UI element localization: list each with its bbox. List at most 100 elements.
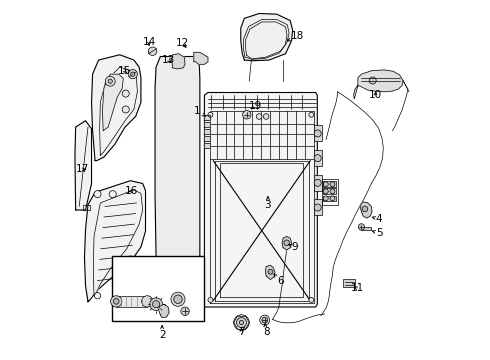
Circle shape (108, 79, 112, 83)
Polygon shape (361, 202, 372, 218)
Text: 6: 6 (274, 274, 284, 285)
Polygon shape (210, 111, 314, 303)
Circle shape (142, 296, 153, 307)
Bar (314, 175, 321, 190)
Circle shape (256, 114, 262, 119)
Polygon shape (204, 93, 318, 307)
Text: 12: 12 (175, 38, 189, 48)
Circle shape (111, 296, 122, 307)
Circle shape (237, 318, 246, 328)
Circle shape (268, 269, 273, 274)
Bar (112, 256, 204, 321)
Text: 10: 10 (369, 90, 382, 100)
Polygon shape (75, 121, 92, 210)
Circle shape (314, 179, 321, 186)
Circle shape (243, 111, 251, 119)
Text: 16: 16 (125, 186, 138, 196)
Polygon shape (358, 70, 403, 92)
Polygon shape (92, 55, 141, 161)
Text: 13: 13 (162, 55, 175, 65)
Circle shape (208, 297, 213, 302)
Polygon shape (84, 181, 146, 302)
Circle shape (152, 301, 160, 308)
Text: 1: 1 (194, 106, 206, 116)
Text: 11: 11 (350, 283, 364, 293)
Bar (322, 189, 336, 194)
Circle shape (314, 130, 321, 137)
Text: 4: 4 (372, 214, 382, 224)
Circle shape (330, 196, 335, 201)
Circle shape (234, 315, 249, 330)
Polygon shape (204, 143, 210, 148)
Bar (314, 150, 321, 166)
Circle shape (122, 90, 129, 97)
Bar (322, 181, 336, 187)
Polygon shape (172, 54, 185, 69)
Circle shape (330, 189, 335, 194)
Polygon shape (155, 57, 200, 262)
Circle shape (314, 204, 321, 211)
Circle shape (284, 240, 290, 246)
Polygon shape (83, 205, 90, 210)
Text: 9: 9 (289, 242, 298, 252)
Polygon shape (204, 122, 210, 127)
Polygon shape (282, 237, 292, 250)
Circle shape (330, 182, 335, 187)
Text: 8: 8 (263, 324, 270, 337)
Circle shape (109, 190, 116, 198)
Text: 17: 17 (75, 165, 89, 174)
Polygon shape (99, 67, 137, 155)
Text: 14: 14 (143, 37, 156, 47)
Circle shape (323, 189, 328, 194)
Circle shape (358, 224, 365, 230)
Circle shape (314, 154, 321, 162)
Polygon shape (266, 265, 275, 279)
Circle shape (208, 112, 213, 117)
Circle shape (105, 76, 115, 86)
Bar (314, 125, 321, 141)
Text: 5: 5 (372, 228, 382, 238)
Circle shape (323, 182, 328, 187)
Circle shape (95, 293, 101, 299)
Polygon shape (241, 13, 293, 61)
Circle shape (148, 47, 157, 55)
Circle shape (131, 72, 135, 76)
Text: 15: 15 (118, 66, 131, 76)
Circle shape (181, 307, 189, 315)
Circle shape (309, 112, 314, 117)
Polygon shape (204, 115, 210, 120)
Bar (361, 226, 370, 230)
Circle shape (122, 106, 129, 113)
Bar (343, 279, 355, 287)
Polygon shape (194, 52, 208, 64)
Bar (116, 296, 147, 307)
Polygon shape (102, 74, 123, 131)
Circle shape (113, 298, 119, 304)
Circle shape (262, 317, 268, 323)
Polygon shape (93, 190, 143, 294)
Polygon shape (204, 129, 210, 134)
Bar (314, 199, 321, 215)
Text: 2: 2 (159, 326, 166, 339)
Text: 19: 19 (249, 101, 262, 111)
Text: 18: 18 (288, 31, 304, 41)
Circle shape (263, 114, 269, 119)
Polygon shape (354, 85, 358, 99)
Polygon shape (204, 136, 210, 141)
Circle shape (260, 315, 270, 325)
Text: 7: 7 (238, 327, 245, 337)
Circle shape (362, 206, 368, 212)
Circle shape (150, 298, 163, 311)
Bar (321, 179, 339, 205)
Circle shape (174, 295, 182, 303)
Circle shape (94, 190, 101, 198)
Circle shape (171, 292, 185, 306)
Circle shape (239, 320, 244, 325)
Polygon shape (159, 304, 169, 318)
Text: 3: 3 (265, 197, 271, 210)
Bar (322, 195, 336, 201)
Circle shape (309, 297, 314, 302)
Circle shape (369, 77, 376, 84)
Circle shape (128, 69, 137, 79)
Circle shape (323, 196, 328, 201)
